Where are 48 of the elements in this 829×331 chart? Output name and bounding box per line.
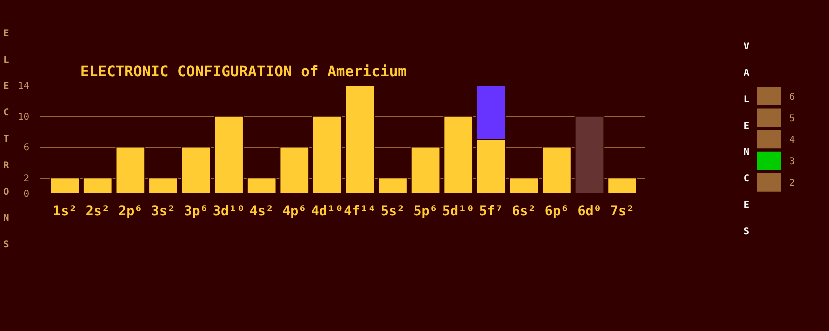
- bar: [181, 146, 212, 194]
- x-tick-label: 3d¹⁰: [213, 204, 246, 220]
- x-tick-label: 6p⁶: [544, 204, 570, 220]
- bar: [509, 178, 540, 194]
- y-tick-label: 0: [24, 189, 30, 200]
- text: VALENCES: [744, 42, 750, 238]
- bar: [312, 116, 342, 194]
- bar: [280, 146, 310, 194]
- bar: [410, 146, 441, 194]
- chart-title: ELECTRONIC CONFIGURATION of Americium: [80, 64, 408, 80]
- x-tick-label: 3s²: [151, 204, 176, 220]
- y-tick-label: 6: [24, 142, 30, 154]
- x-tick-label: 1s²: [53, 204, 78, 220]
- y-tick-label: 2: [790, 178, 796, 190]
- bar: [542, 146, 572, 194]
- x-tick-label: 2p⁶: [118, 204, 143, 220]
- x-tick-label: 5d¹⁰: [442, 204, 475, 220]
- y-tick-label: 2: [24, 174, 30, 185]
- bar: [82, 178, 113, 194]
- x-tick-label: 4p⁶: [282, 204, 307, 220]
- bar: [148, 178, 178, 194]
- x-tick-label: 7s²: [610, 204, 635, 220]
- y-tick-label: 5: [790, 113, 796, 124]
- y-tick-label: 14: [18, 81, 30, 92]
- bar: [608, 178, 638, 194]
- x-tick-label: 4s²: [250, 204, 274, 220]
- x-tick-label: 6d⁰: [578, 204, 602, 220]
- x-tick-label: 6s²: [512, 204, 536, 220]
- y-tick-label: 4: [790, 135, 796, 146]
- x-tick-label: 4d¹⁰: [311, 204, 344, 220]
- text: ELECTRONS: [4, 28, 10, 251]
- y-tick-label: 3: [790, 156, 796, 168]
- bar: [214, 116, 244, 194]
- bar: [378, 178, 408, 194]
- x-tick-label: 5f⁷: [479, 204, 504, 220]
- bar: [116, 146, 146, 194]
- x-tick-label: 5s²: [380, 204, 406, 220]
- y-tick-label: 10: [18, 112, 30, 123]
- x-tick-label: 2s²: [86, 204, 110, 220]
- bar: [345, 86, 376, 194]
- x-tick-label: 5p⁶: [414, 204, 438, 220]
- bar: [246, 178, 277, 194]
- x-tick-label: 4f¹⁴: [344, 204, 376, 220]
- x-tick-label: 3p⁶: [184, 204, 208, 220]
- bar: [574, 116, 605, 194]
- bar: [444, 116, 474, 194]
- y-tick-label: 6: [790, 92, 796, 103]
- bar: [50, 178, 80, 194]
